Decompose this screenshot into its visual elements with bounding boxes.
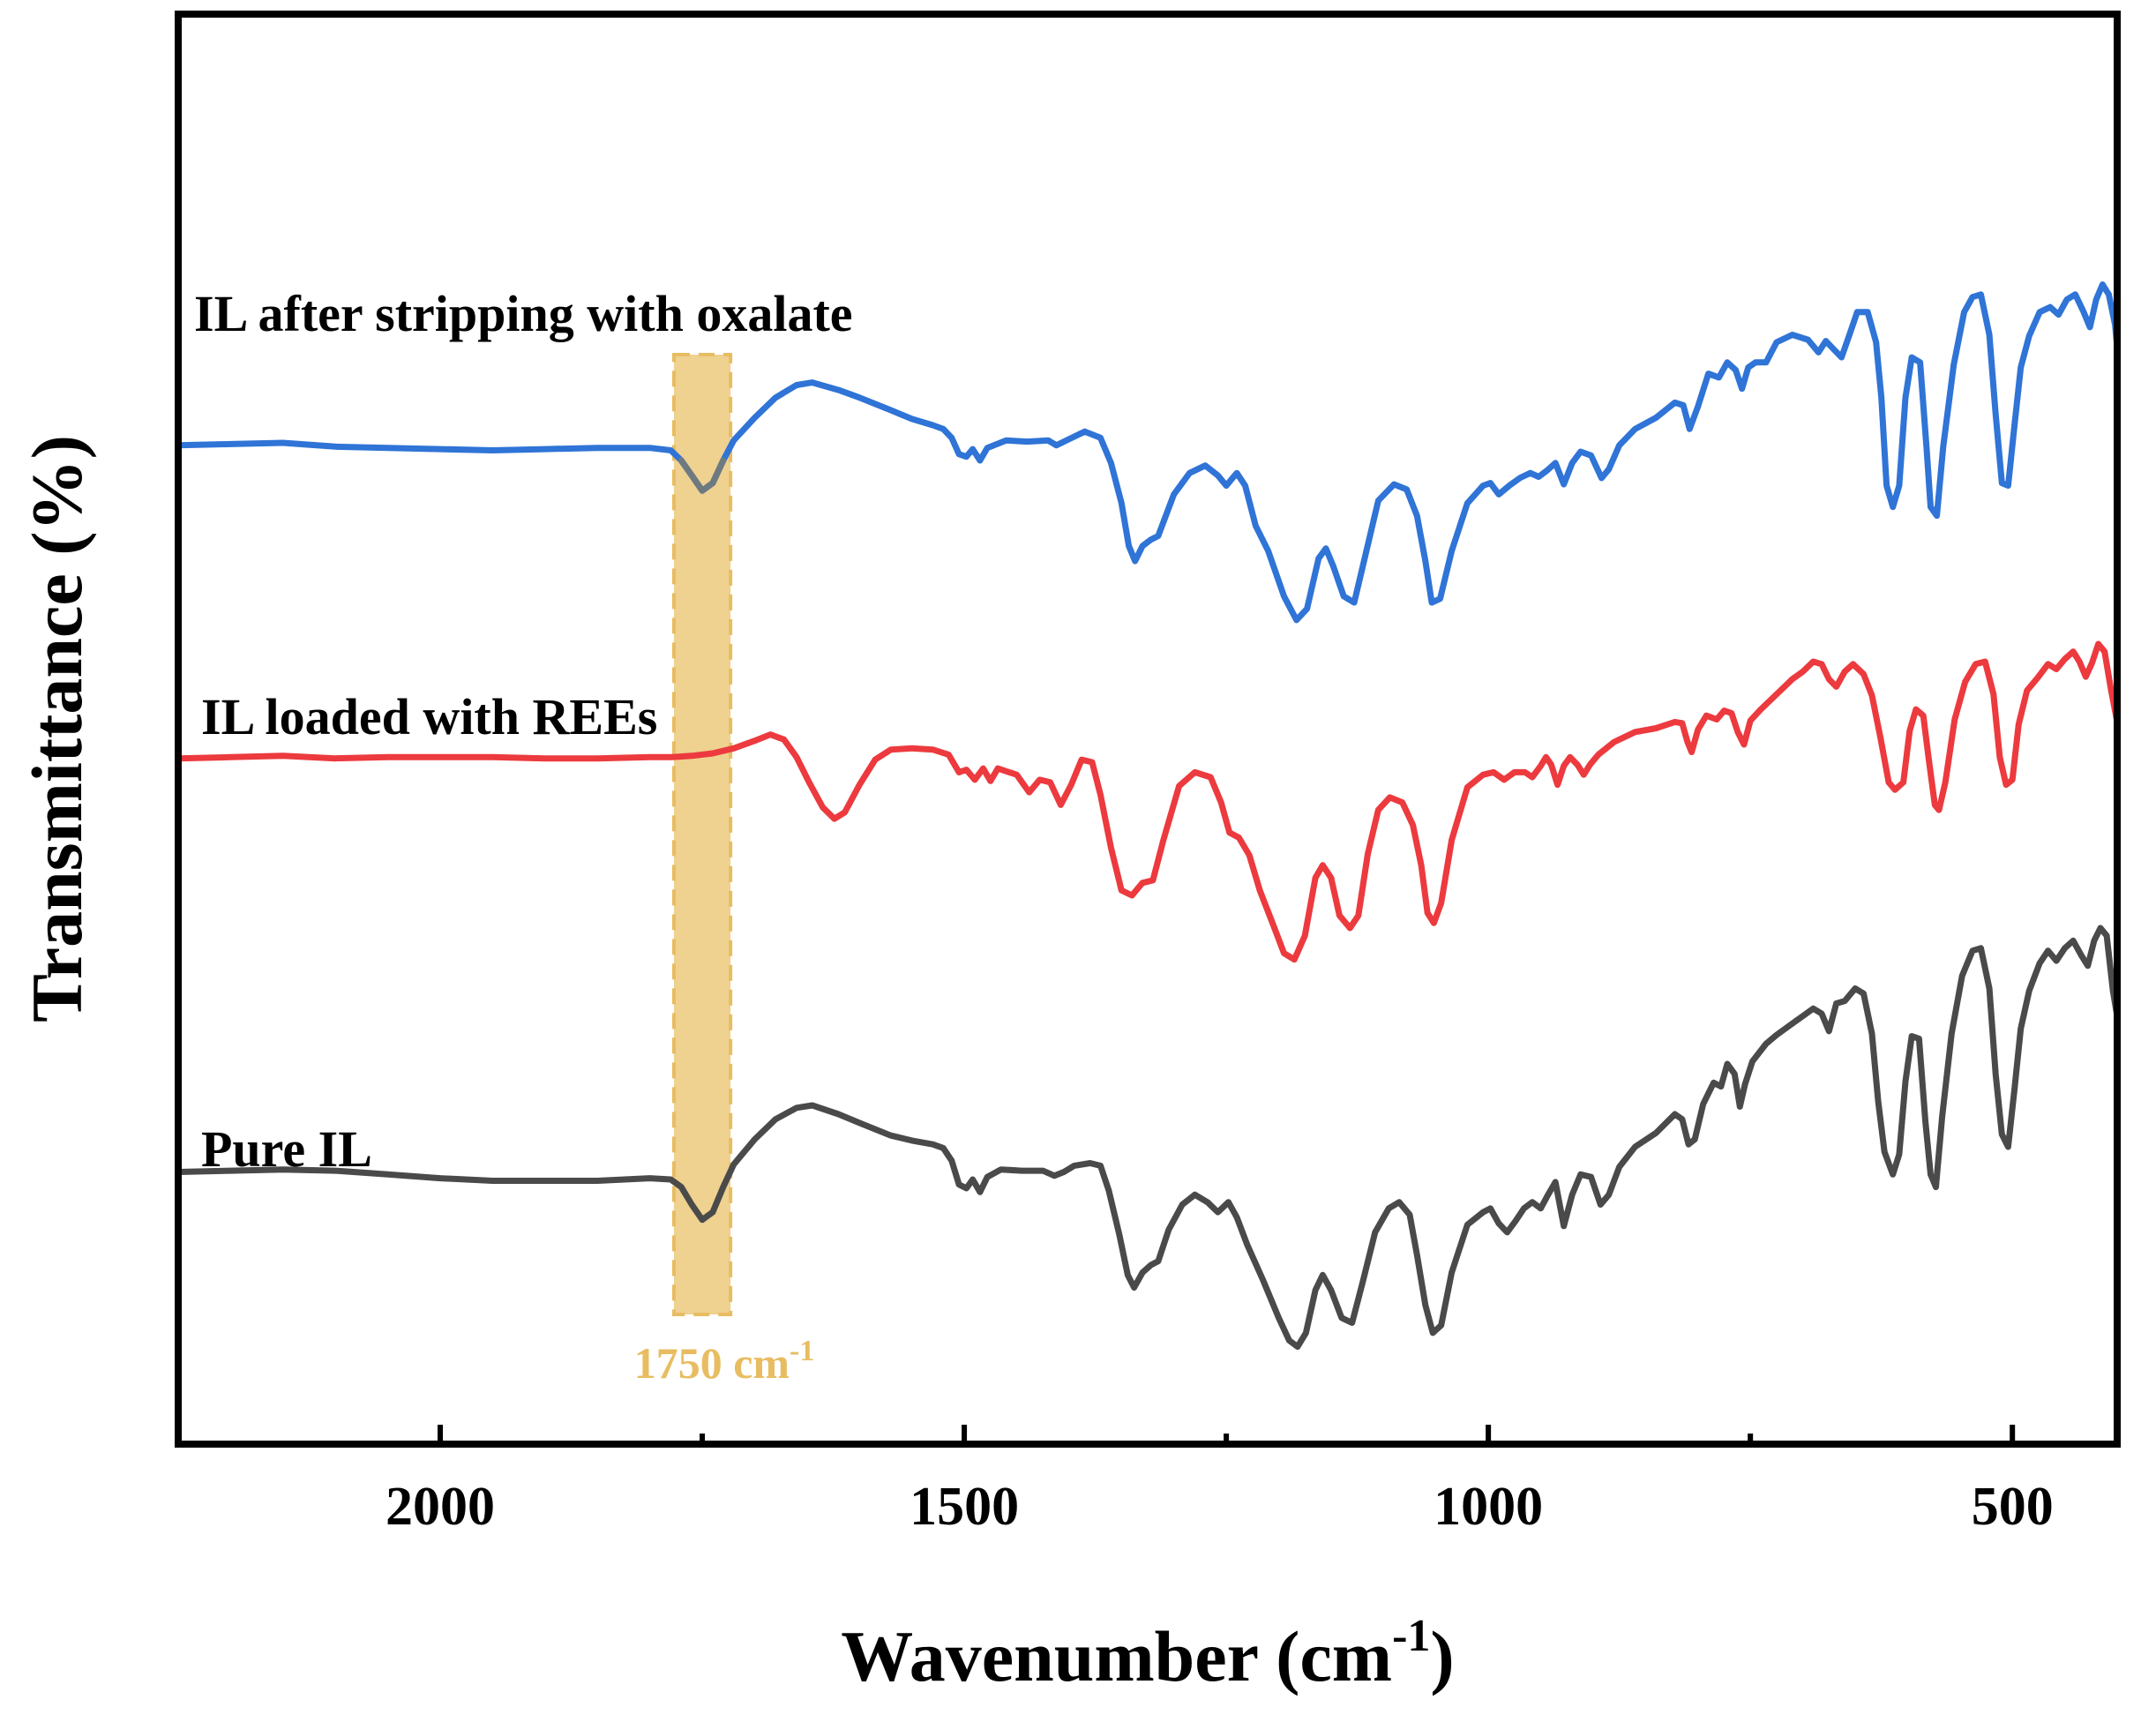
highlight-band-group: 1750 cm-1 bbox=[634, 353, 815, 1388]
highlight-band-1750 bbox=[671, 353, 733, 1316]
series-line-1 bbox=[175, 281, 2121, 624]
y-axis-title: Transmittance (%) bbox=[17, 435, 97, 1022]
x-axis-title: Wavenumber (cm-1) bbox=[841, 1611, 1454, 1696]
series-label-pure: Pure IL bbox=[201, 1120, 372, 1178]
series-line-1-band-segment bbox=[677, 457, 727, 494]
series-group bbox=[175, 281, 2121, 1351]
plot-frame bbox=[175, 11, 2121, 1448]
x-tick-label-1000: 1000 bbox=[1434, 1477, 1543, 1537]
x-tick-label-2000: 2000 bbox=[386, 1477, 495, 1537]
x-tick-label-1500: 1500 bbox=[910, 1477, 1019, 1537]
highlight-band-label: 1750 cm-1 bbox=[634, 1335, 815, 1388]
series-line-3 bbox=[175, 925, 2121, 1351]
x-tick-label-500: 500 bbox=[1972, 1477, 2054, 1537]
series-line-2 bbox=[175, 640, 2121, 963]
x-axis-ticks: 2000 1500 1000 500 bbox=[176, 1425, 2054, 1537]
series-label-loaded: IL loaded with REEs bbox=[201, 688, 657, 745]
series-label-stripped: IL after stripping with oxalate bbox=[194, 285, 853, 342]
